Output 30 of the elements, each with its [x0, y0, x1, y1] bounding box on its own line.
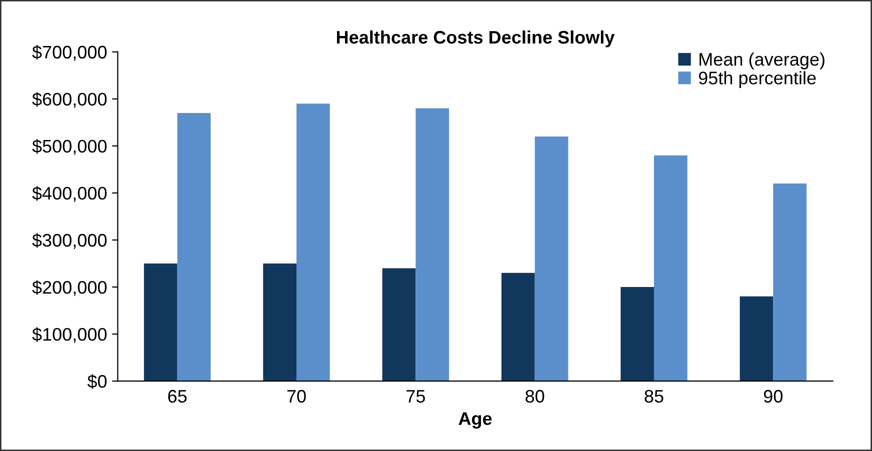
- bar: [263, 264, 296, 382]
- x-tick-label: 85: [644, 390, 664, 403]
- bar: [773, 184, 807, 382]
- x-tick-label: 90: [764, 390, 783, 403]
- y-tick-label: $200,000: [32, 280, 107, 296]
- y-tick-label: $700,000: [32, 45, 107, 61]
- bar: [177, 113, 211, 382]
- legend-label: 95th percentile: [698, 71, 816, 88]
- bar: [296, 104, 330, 382]
- bar: [501, 272, 535, 382]
- bar: [534, 136, 568, 382]
- bar: [620, 287, 654, 382]
- x-tick-label: 65: [168, 390, 187, 403]
- x-axis-title: Age: [458, 412, 492, 429]
- x-tick-label: 75: [406, 390, 425, 403]
- y-tick-label: $100,000: [32, 327, 107, 343]
- bar: [144, 264, 178, 382]
- bar: [416, 108, 450, 382]
- bar: [382, 268, 416, 382]
- bar: [740, 296, 774, 382]
- x-tick-label: 80: [526, 390, 544, 403]
- y-tick-label: $400,000: [32, 186, 107, 202]
- y-tick-label: $500,000: [32, 139, 107, 155]
- y-tick-label: $600,000: [32, 92, 107, 108]
- x-tick-label: 70: [287, 390, 306, 403]
- chart-title: Healthcare Costs Decline Slowly: [336, 30, 615, 48]
- y-tick-label: $300,000: [32, 233, 107, 249]
- legend-label: Mean (average): [700, 52, 824, 70]
- y-tick-label: $0: [87, 374, 107, 389]
- bar: [654, 155, 688, 382]
